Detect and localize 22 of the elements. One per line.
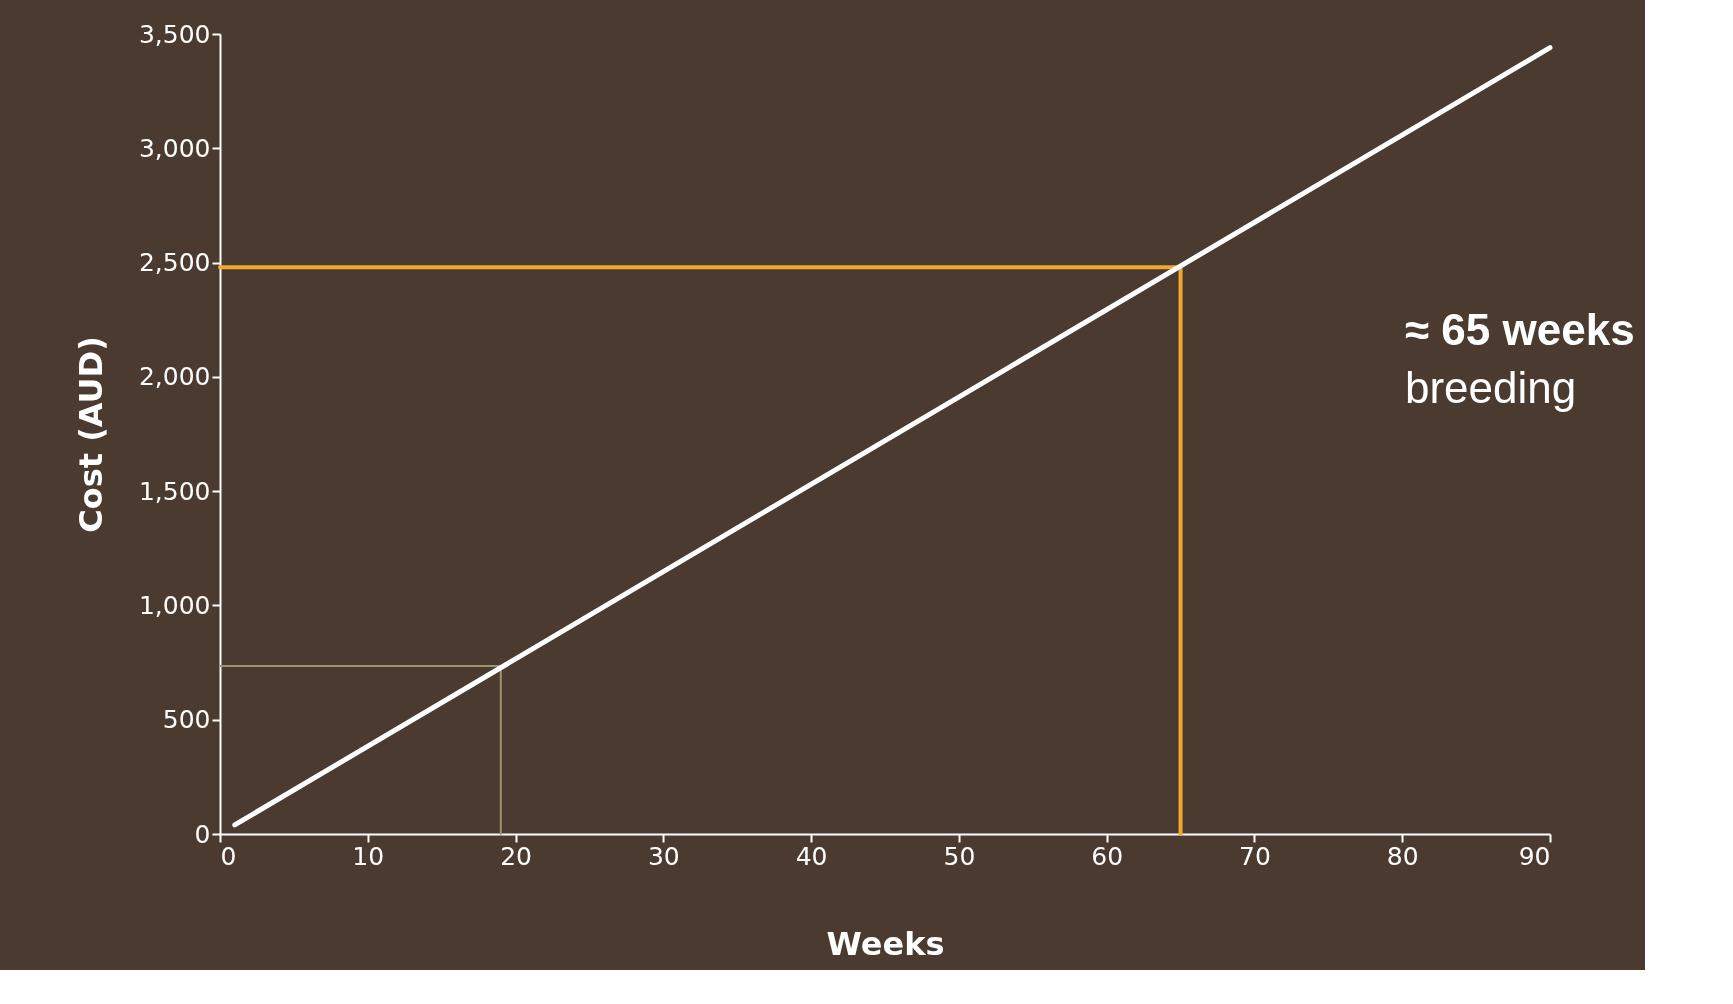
x-tick-label: 10 [352, 841, 385, 871]
y-tick-label: 0 [194, 819, 211, 849]
y-tick-label: 2,500 [138, 248, 211, 278]
x-tick-label: 70 [1239, 841, 1271, 871]
y-tick-label: 1,500 [138, 476, 211, 506]
y-tick-label: 3,000 [138, 133, 211, 163]
x-tick-label: 60 [1091, 841, 1124, 871]
x-tick-label: 50 [943, 841, 976, 871]
x-tick-label: 20 [500, 841, 532, 871]
x-tick-label: 40 [795, 841, 828, 871]
y-tick-label: 3,500 [138, 19, 211, 49]
y-axis-title: Cost (AUD) [71, 336, 110, 533]
x-tick-label: 30 [647, 841, 680, 871]
x-axis-title: Weeks [826, 924, 945, 963]
y-tick-label: 1,000 [138, 590, 211, 620]
y-tick-label: 500 [162, 705, 211, 735]
annotation: ≈ 65 weeks [1405, 305, 1635, 354]
x-tick-label: 0 [220, 841, 237, 871]
x-tick-label: 80 [1386, 841, 1419, 871]
x-tick-label: 90 [1518, 841, 1551, 871]
annotation: breeding [1405, 363, 1577, 412]
y-tick-label: 2,000 [138, 362, 211, 392]
